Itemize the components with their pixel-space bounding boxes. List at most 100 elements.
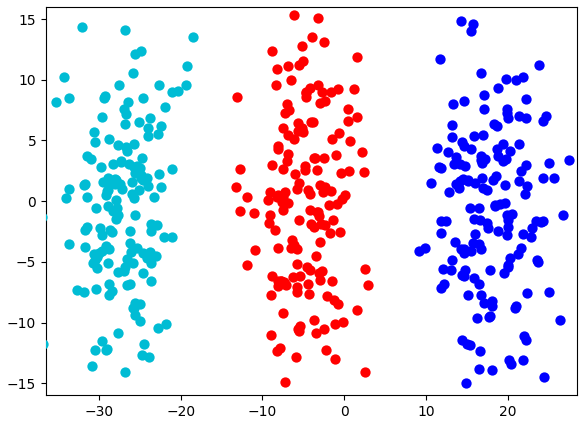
Point [280, 189, 290, 196]
Point [95, 225, 105, 231]
Point [154, 81, 164, 88]
Point [478, 159, 487, 166]
Point [153, 221, 162, 228]
Point [456, 161, 465, 168]
Point [475, 348, 484, 354]
Point [182, 81, 191, 88]
Point [540, 374, 549, 380]
Point [343, 117, 353, 124]
Point [235, 166, 244, 173]
Point [306, 84, 315, 91]
Point [330, 356, 339, 363]
Point [426, 180, 436, 187]
Point [161, 321, 170, 328]
Point [121, 144, 130, 150]
Point [503, 114, 512, 121]
Point [493, 122, 502, 129]
Point [135, 165, 145, 172]
Point [294, 327, 304, 334]
Point [289, 244, 298, 251]
Point [452, 181, 461, 187]
Point [143, 124, 152, 131]
Point [533, 257, 542, 264]
Point [307, 220, 316, 227]
Point [142, 251, 152, 258]
Point [136, 175, 145, 182]
Point [135, 300, 145, 307]
Point [105, 227, 114, 233]
Point [544, 288, 553, 295]
Point [434, 164, 444, 170]
Point [135, 186, 144, 193]
Point [279, 165, 288, 172]
Point [242, 193, 252, 200]
Point [467, 248, 476, 254]
Point [128, 178, 137, 185]
Point [161, 103, 170, 110]
Point [301, 89, 311, 95]
Point [353, 114, 362, 121]
Point [242, 261, 251, 268]
Point [277, 199, 286, 205]
Point [312, 253, 321, 260]
Point [485, 267, 495, 274]
Point [531, 217, 540, 224]
Point [468, 239, 478, 246]
Point [61, 194, 71, 201]
Point [460, 250, 469, 256]
Point [142, 254, 152, 261]
Point [92, 264, 101, 271]
Point [128, 305, 137, 311]
Point [155, 171, 164, 178]
Point [109, 208, 118, 215]
Point [272, 66, 281, 72]
Point [80, 226, 89, 233]
Point [82, 193, 92, 200]
Point [92, 286, 101, 293]
Point [315, 276, 325, 283]
Point [270, 227, 279, 234]
Point [479, 92, 489, 99]
Point [559, 211, 568, 218]
Point [488, 297, 497, 304]
Point [129, 140, 138, 147]
Point [283, 199, 293, 206]
Point [102, 187, 112, 194]
Point [267, 292, 276, 299]
Point [344, 105, 353, 112]
Point [298, 129, 307, 135]
Point [314, 82, 323, 89]
Point [522, 183, 531, 190]
Point [302, 94, 311, 101]
Point [144, 354, 154, 361]
Point [498, 141, 507, 148]
Point [300, 162, 310, 169]
Point [442, 217, 451, 224]
Point [305, 267, 314, 274]
Point [294, 217, 303, 224]
Point [336, 169, 346, 176]
Point [505, 147, 515, 154]
Point [137, 155, 147, 161]
Point [324, 202, 333, 209]
Point [314, 213, 323, 220]
Point [116, 159, 126, 166]
Point [117, 158, 126, 165]
Point [250, 247, 259, 253]
Point [320, 222, 329, 229]
Point [320, 98, 329, 105]
Point [297, 42, 307, 49]
Point [526, 233, 536, 240]
Point [156, 123, 165, 130]
Point [37, 214, 47, 221]
Point [316, 99, 325, 106]
Point [104, 203, 113, 210]
Point [320, 38, 329, 45]
Point [515, 112, 524, 119]
Point [464, 176, 473, 183]
Point [501, 76, 510, 83]
Point [550, 175, 559, 181]
Point [120, 264, 130, 271]
Point [484, 225, 493, 231]
Point [490, 201, 499, 208]
